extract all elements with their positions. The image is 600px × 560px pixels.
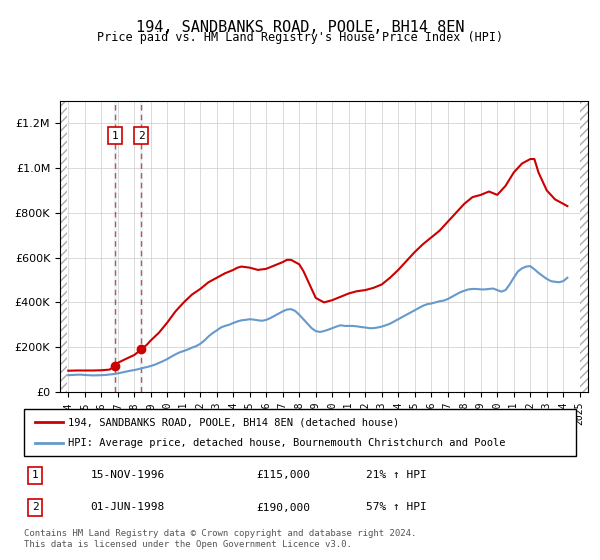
Text: Price paid vs. HM Land Registry's House Price Index (HPI): Price paid vs. HM Land Registry's House … (97, 31, 503, 44)
Text: 15-NOV-1996: 15-NOV-1996 (90, 470, 164, 480)
Text: 57% ↑ HPI: 57% ↑ HPI (366, 502, 427, 512)
Text: £115,000: £115,000 (256, 470, 310, 480)
Text: 2: 2 (32, 502, 38, 512)
Bar (114, 101, 116, 392)
Bar (60, 101, 67, 392)
Text: 194, SANDBANKS ROAD, POOLE, BH14 8EN: 194, SANDBANKS ROAD, POOLE, BH14 8EN (136, 20, 464, 35)
Text: 1: 1 (112, 130, 118, 141)
Text: Contains HM Land Registry data © Crown copyright and database right 2024.
This d: Contains HM Land Registry data © Crown c… (24, 529, 416, 549)
Text: £190,000: £190,000 (256, 502, 310, 512)
Text: 01-JUN-1998: 01-JUN-1998 (90, 502, 164, 512)
Text: 2: 2 (138, 130, 145, 141)
Bar (140, 101, 142, 392)
Text: 194, SANDBANKS ROAD, POOLE, BH14 8EN (detached house): 194, SANDBANKS ROAD, POOLE, BH14 8EN (de… (68, 417, 400, 427)
Bar (580, 101, 588, 392)
Text: HPI: Average price, detached house, Bournemouth Christchurch and Poole: HPI: Average price, detached house, Bour… (68, 438, 506, 448)
FancyBboxPatch shape (24, 409, 576, 456)
Text: 1: 1 (32, 470, 38, 480)
Text: 21% ↑ HPI: 21% ↑ HPI (366, 470, 427, 480)
